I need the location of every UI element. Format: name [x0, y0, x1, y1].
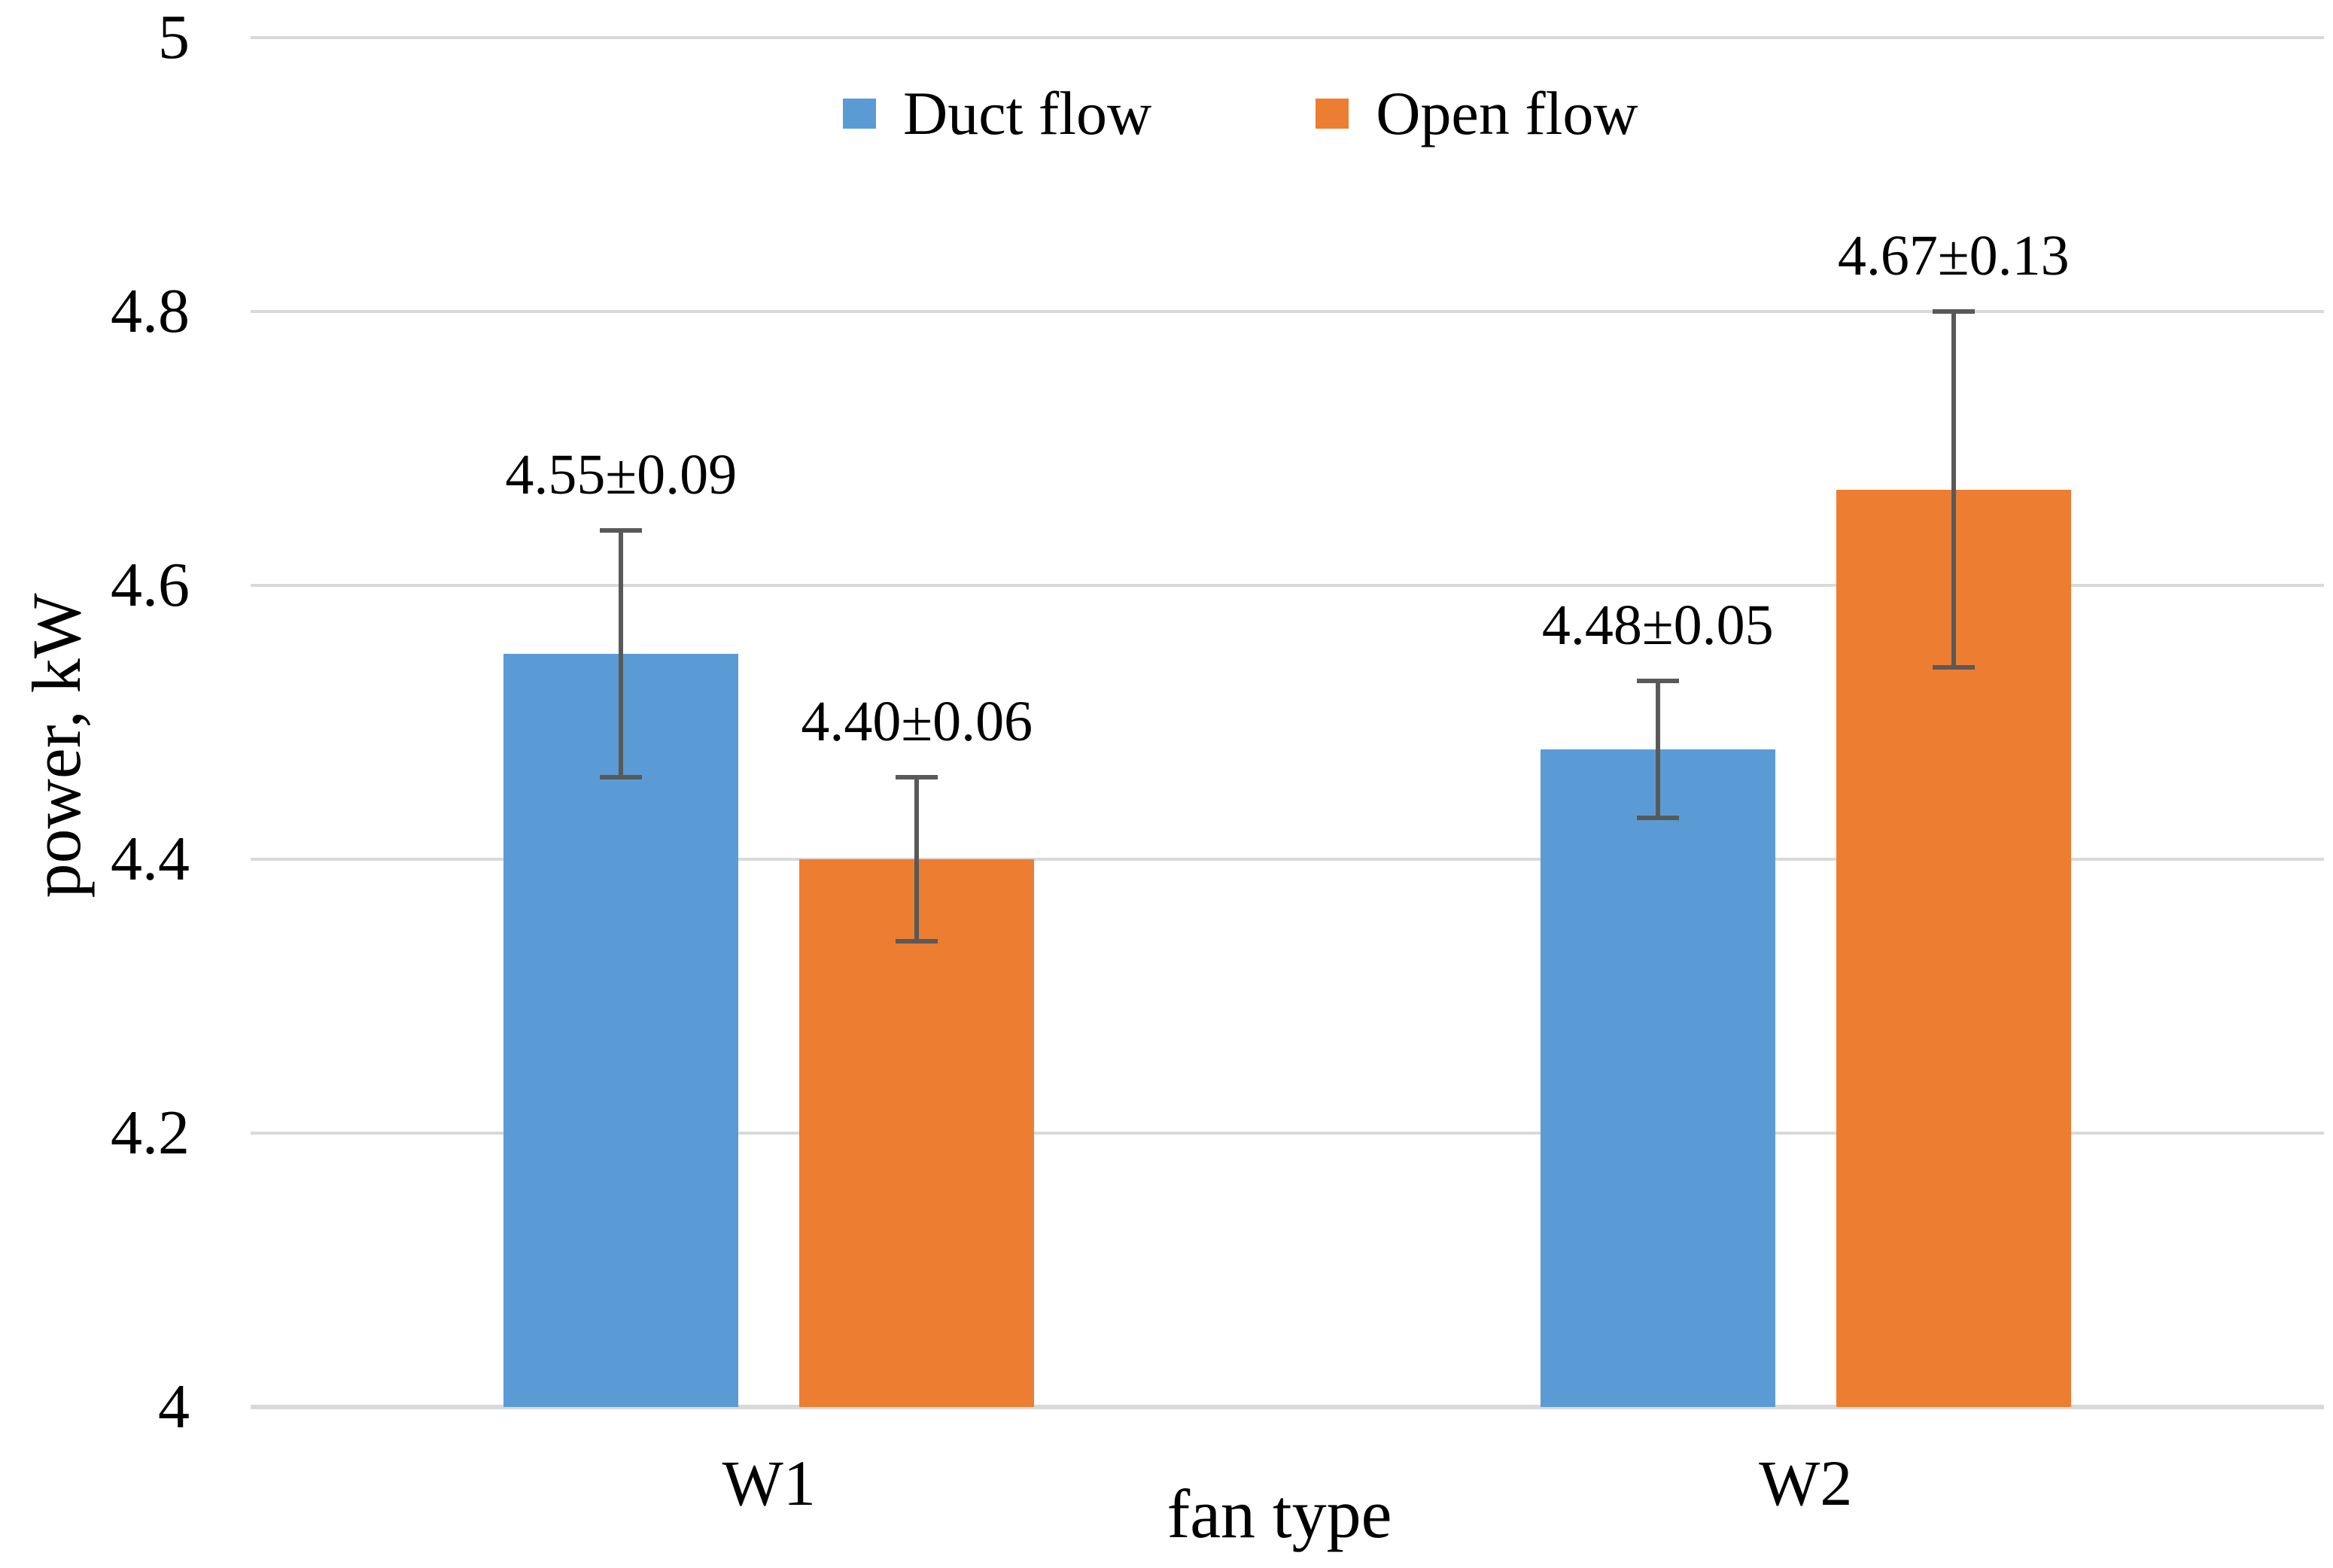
legend-swatch-icon — [843, 99, 876, 129]
error-bar-cap — [1636, 816, 1679, 821]
error-bar — [1655, 681, 1660, 819]
x-tick-label-w1: W1 — [722, 1447, 816, 1519]
error-bar-cap — [600, 774, 643, 779]
legend-label: Duct flow — [903, 79, 1152, 147]
bar-open-flow-w1 — [799, 859, 1035, 1407]
error-bar-cap — [1636, 679, 1679, 684]
legend-label: Open flow — [1376, 79, 1638, 147]
error-bar-cap — [600, 528, 643, 533]
y-tick-label: 4.4 — [111, 824, 190, 894]
legend-item-duct-flow: Duct flow — [843, 83, 1151, 144]
gridline — [251, 36, 2324, 39]
x-tick-label-w2: W2 — [1759, 1447, 1853, 1519]
error-bar — [619, 530, 624, 777]
y-tick-label: 4.6 — [111, 550, 190, 620]
legend: Duct flow Open flow — [843, 83, 1638, 144]
x-axis-line — [251, 1405, 2324, 1409]
gridline — [251, 1132, 2324, 1135]
bar-duct-flow-w1 — [503, 654, 739, 1407]
gridline — [251, 584, 2324, 587]
gridline — [251, 858, 2324, 861]
y-tick-label: 5 — [158, 2, 190, 72]
error-bar-cap — [896, 939, 938, 944]
y-tick-label: 4.2 — [111, 1098, 190, 1168]
data-label: 4.55±0.09 — [505, 443, 738, 507]
error-bar-cap — [1932, 665, 1975, 670]
gridline — [251, 310, 2324, 313]
data-label: 4.48±0.05 — [1541, 594, 1774, 658]
error-bar-cap — [896, 774, 938, 779]
data-label: 4.40±0.06 — [801, 689, 1033, 753]
error-bar — [1951, 311, 1956, 668]
bar-duct-flow-w2 — [1540, 749, 1775, 1407]
legend-swatch-icon — [1316, 99, 1349, 129]
y-axis-title: power, kW — [18, 593, 95, 898]
y-tick-label: 4.8 — [111, 276, 190, 346]
x-axis-title: fan type — [1166, 1475, 1392, 1552]
error-bar-cap — [1932, 309, 1975, 314]
legend-item-open-flow: Open flow — [1316, 83, 1638, 144]
error-bar — [914, 776, 920, 942]
y-tick-label: 4 — [158, 1372, 190, 1442]
data-label: 4.67±0.13 — [1837, 224, 2070, 287]
